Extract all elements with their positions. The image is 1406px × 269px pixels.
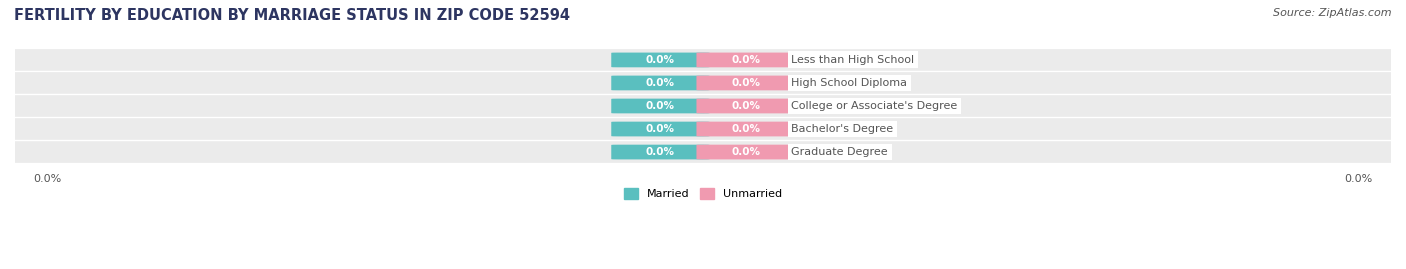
- Text: 0.0%: 0.0%: [731, 78, 761, 88]
- Text: 0.0%: 0.0%: [731, 147, 761, 157]
- FancyBboxPatch shape: [696, 76, 794, 90]
- Text: 0.0%: 0.0%: [645, 124, 675, 134]
- FancyBboxPatch shape: [0, 49, 1406, 71]
- FancyBboxPatch shape: [612, 52, 710, 67]
- FancyBboxPatch shape: [0, 72, 1406, 94]
- Text: Less than High School: Less than High School: [792, 55, 914, 65]
- Text: 0.0%: 0.0%: [645, 147, 675, 157]
- FancyBboxPatch shape: [696, 99, 794, 113]
- FancyBboxPatch shape: [696, 122, 794, 136]
- Text: 0.0%: 0.0%: [731, 101, 761, 111]
- Text: Graduate Degree: Graduate Degree: [792, 147, 889, 157]
- Text: 0.0%: 0.0%: [645, 78, 675, 88]
- FancyBboxPatch shape: [612, 99, 710, 113]
- FancyBboxPatch shape: [612, 122, 710, 136]
- Legend: Married, Unmarried: Married, Unmarried: [620, 183, 786, 204]
- Text: 0.0%: 0.0%: [731, 124, 761, 134]
- FancyBboxPatch shape: [696, 52, 794, 67]
- Text: High School Diploma: High School Diploma: [792, 78, 907, 88]
- Text: 0.0%: 0.0%: [731, 55, 761, 65]
- Text: FERTILITY BY EDUCATION BY MARRIAGE STATUS IN ZIP CODE 52594: FERTILITY BY EDUCATION BY MARRIAGE STATU…: [14, 8, 569, 23]
- FancyBboxPatch shape: [696, 145, 794, 160]
- Text: 0.0%: 0.0%: [645, 101, 675, 111]
- FancyBboxPatch shape: [612, 76, 710, 90]
- FancyBboxPatch shape: [0, 118, 1406, 140]
- Text: College or Associate's Degree: College or Associate's Degree: [792, 101, 957, 111]
- FancyBboxPatch shape: [612, 145, 710, 160]
- Text: Bachelor's Degree: Bachelor's Degree: [792, 124, 894, 134]
- Text: Source: ZipAtlas.com: Source: ZipAtlas.com: [1274, 8, 1392, 18]
- FancyBboxPatch shape: [0, 95, 1406, 117]
- Text: 0.0%: 0.0%: [645, 55, 675, 65]
- FancyBboxPatch shape: [0, 141, 1406, 163]
